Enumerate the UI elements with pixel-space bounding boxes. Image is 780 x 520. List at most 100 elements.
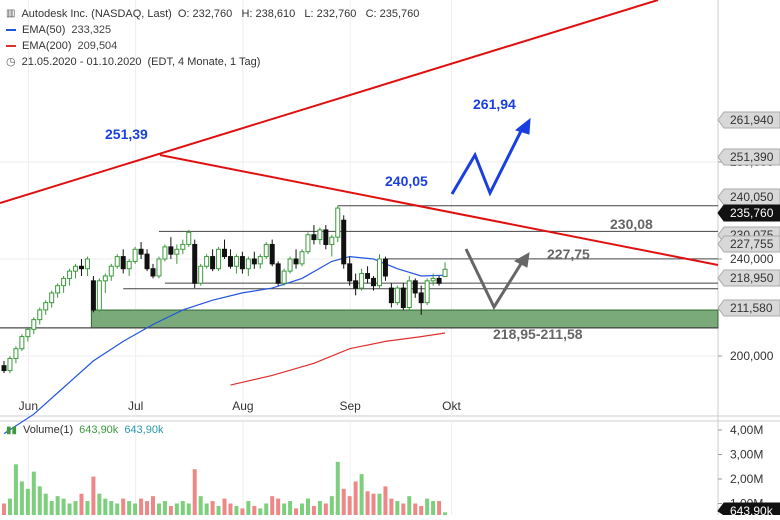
candle-body	[317, 229, 323, 241]
candle-body	[305, 234, 311, 253]
price-label-box	[717, 204, 780, 222]
candle-body	[400, 287, 406, 309]
volume-bar	[85, 501, 90, 515]
volume-bar	[61, 498, 66, 515]
candle-body	[287, 258, 293, 272]
volume-bar	[234, 505, 239, 515]
candle-body	[108, 265, 114, 277]
volume-bar	[19, 481, 24, 515]
volume-bar	[49, 501, 54, 515]
ema50-swatch	[6, 29, 16, 31]
volume-bar	[383, 486, 388, 515]
candle-body	[412, 280, 418, 294]
volume-bar	[264, 503, 269, 515]
upper-trend-line	[0, 0, 659, 204]
ema200-line	[230, 332, 446, 386]
candle-body	[275, 263, 281, 284]
candle-body	[1, 365, 7, 372]
candle-body	[132, 248, 138, 262]
candle-body	[150, 268, 156, 277]
volume-bar	[151, 496, 155, 515]
candle-body	[55, 285, 61, 294]
legend-instrument-row: ▥ Autodesk Inc. (NASDAQ, Last) O: 232,76…	[6, 6, 419, 22]
candle-body	[210, 256, 216, 270]
price-label-box	[717, 148, 780, 166]
volume-bar	[115, 503, 120, 515]
volume-bar	[192, 469, 197, 515]
volume-tick-label: 3,00M	[730, 448, 763, 462]
volume-bar	[246, 501, 251, 515]
candle-body	[84, 258, 90, 270]
candle-body	[406, 280, 412, 309]
price-label-text: 261,940	[730, 113, 774, 127]
bar-chart-icon: ▥	[6, 8, 16, 19]
volume-bar	[210, 501, 215, 515]
instrument-name: Autodesk Inc. (NASDAQ, Last)	[21, 8, 172, 20]
candle-body	[341, 219, 347, 265]
candle-body	[25, 328, 31, 338]
volume-bar	[204, 503, 209, 515]
candle-body	[257, 256, 263, 265]
candle-body	[37, 309, 43, 321]
candle-body	[442, 268, 448, 278]
x-tick-label: Sep	[340, 399, 362, 413]
volume-bar	[67, 503, 72, 515]
y-tick-label: 200,000	[730, 349, 774, 363]
ema50-value: 233,325	[71, 24, 112, 36]
candle-body	[239, 256, 245, 270]
volume-label: Volume(1)	[23, 424, 74, 436]
bullish-scenario-arrow	[450, 124, 526, 197]
volume-bar	[437, 501, 442, 515]
volume-last-label-text: 643,90k	[730, 504, 774, 515]
candle-body	[7, 357, 13, 372]
volume-bar	[79, 493, 84, 515]
y-tick-label: 240,000	[730, 252, 774, 266]
volume-value-2: 643,90k	[124, 424, 164, 436]
bearish-scenario-arrow	[464, 248, 526, 311]
price-label-box	[717, 235, 780, 253]
candle-body	[43, 302, 49, 311]
volume-bar	[133, 503, 138, 515]
candle-body	[382, 258, 388, 277]
candle-body	[323, 229, 329, 245]
candle-body	[329, 236, 335, 245]
volume-bar	[270, 496, 275, 515]
volume-bar	[258, 508, 263, 515]
volume-bar	[55, 496, 60, 515]
price-label-text: 218,950	[730, 271, 774, 285]
volume-bar	[425, 498, 430, 515]
candle-body	[96, 280, 102, 311]
candle-body	[245, 258, 251, 270]
candle-body	[353, 280, 359, 289]
candle-body	[192, 243, 198, 284]
price-label-text: 251,390	[730, 150, 774, 164]
volume-bar	[240, 508, 245, 515]
volume-bar	[300, 503, 304, 515]
volume-bar	[216, 505, 221, 515]
volume-bar	[353, 481, 358, 515]
volume-bar	[228, 503, 233, 515]
candle-body	[335, 207, 341, 238]
price-label-box	[717, 188, 780, 206]
support-zone	[90, 309, 719, 329]
volume-bar	[305, 498, 310, 515]
candle-body	[114, 256, 120, 267]
volume-bar	[335, 461, 340, 515]
volume-bar	[31, 471, 36, 515]
candle-body	[418, 292, 424, 304]
price-label-text: 211,580	[730, 301, 773, 315]
chart-annotation: 261,94	[473, 96, 516, 112]
volume-bar	[121, 498, 126, 515]
candle-body	[394, 287, 400, 304]
candle-body	[251, 258, 257, 265]
volume-bar	[109, 501, 114, 515]
volume-icon: ▮▮	[6, 424, 18, 436]
legend-ema50-row: EMA(50) 233,325	[6, 22, 419, 38]
date-range: 21.05.2020 - 01.10.2020	[21, 56, 142, 68]
candle-body	[359, 273, 365, 289]
volume-bar	[127, 501, 132, 515]
volume-bar	[156, 503, 161, 515]
candle-body	[311, 234, 317, 241]
volume-bar	[323, 503, 328, 515]
volume-bar	[389, 498, 394, 515]
